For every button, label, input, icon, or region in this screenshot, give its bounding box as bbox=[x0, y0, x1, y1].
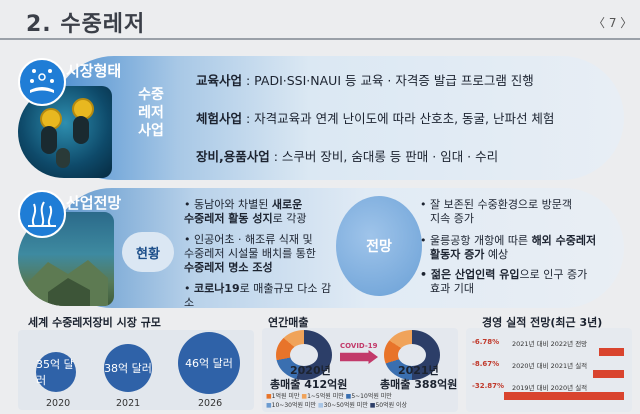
current-status-label: 현황 bbox=[122, 232, 174, 272]
outlook-bar bbox=[599, 348, 624, 356]
seaweed-icon bbox=[18, 190, 66, 238]
covid-label: COVID-19 bbox=[340, 342, 378, 350]
sales-title: 연간매출 bbox=[268, 316, 309, 329]
section1-vertical-label: 수중 레저 사업 bbox=[138, 87, 164, 139]
market-bubble: 46억 달러 bbox=[178, 332, 240, 394]
sales-year: 2020년 bbox=[290, 364, 331, 377]
header-divider bbox=[0, 38, 640, 40]
outlook-item: • 울릉공항 개항에 따른 해외 수중레저 활동자 증가 예상 bbox=[420, 234, 597, 261]
outlook-label: 전망 bbox=[336, 196, 422, 296]
outlook-item: • 잘 보존된 수중환경으로 방문객 지속 증가 bbox=[420, 198, 573, 225]
section1-label: 시장형태 bbox=[66, 62, 122, 80]
outlook-bar bbox=[593, 370, 624, 378]
network-hand-icon bbox=[18, 58, 66, 106]
outlook-label: 2019년 대비 2020년 실적 bbox=[512, 384, 588, 392]
outlook-chart-title: 경영 실적 전망(최근 3년) bbox=[482, 316, 603, 329]
category-row: 체험사업 : 자격교육과 연계 난이도에 따라 산호초, 동굴, 난파선 체험 bbox=[196, 111, 555, 126]
outlook-bars: -6.78% 2021년 대비 2022년 전망 -8.67% 2020년 대비 20… bbox=[472, 334, 628, 406]
market-year: 2021 bbox=[116, 398, 141, 409]
market-bubble: 35억 달러 bbox=[36, 352, 76, 392]
current-item: • 코로나19로 매출규모 다소 감소 bbox=[184, 282, 332, 309]
outlook-pct: -32.87% bbox=[472, 382, 505, 390]
page-title: 2. 수중레저 bbox=[26, 12, 146, 37]
sales-total: 총매출 388억원 bbox=[380, 378, 458, 391]
sales-total: 총매출 412억원 bbox=[270, 378, 348, 391]
current-item: • 동남아와 차별된 새로운 수중레저 활동 성지로 각광 bbox=[184, 198, 307, 225]
current-item: • 인공어초 · 해조류 식재 및 수중레저 시설물 배치를 통한 수중레저 명… bbox=[184, 233, 316, 274]
outlook-pct: -8.67% bbox=[472, 360, 500, 368]
category-row: 교육사업 : PADI·SSI·NAUI 등 교육 · 자격증 발급 프로그램 … bbox=[196, 73, 534, 88]
category-row: 장비,용품사업 : 스쿠버 장비, 숨대롱 등 판매 · 임대 · 수리 bbox=[196, 149, 499, 164]
market-year: 2026 bbox=[198, 398, 223, 409]
sales-legend: ■1억원 미만 ■1~5억원 미만 ■5~10억원 미만 ■10~30억원 미만… bbox=[266, 393, 408, 409]
section2-label: 산업전망 bbox=[66, 194, 122, 212]
page-number: 〈 7 〉 bbox=[593, 16, 633, 30]
market-year: 2020 bbox=[46, 398, 71, 409]
outlook-label: 2021년 대비 2022년 전망 bbox=[512, 340, 588, 348]
market-type-band bbox=[52, 56, 624, 180]
covid-arrow-icon bbox=[340, 350, 378, 364]
outlook-item: • 젊은 산업인력 유입으로 인구 증가 효과 기대 bbox=[420, 268, 588, 295]
market-size-title: 세계 수중레저장비 시장 규모 bbox=[28, 316, 161, 329]
donut-hole bbox=[290, 344, 318, 366]
outlook-label: 2020년 대비 2021년 실적 bbox=[512, 362, 588, 370]
sales-year: 2021년 bbox=[398, 364, 439, 377]
outlook-pct: -6.78% bbox=[472, 338, 500, 346]
donut-hole bbox=[398, 344, 426, 366]
outlook-bar bbox=[504, 392, 624, 400]
market-bubble: 38억 달러 bbox=[104, 344, 152, 392]
